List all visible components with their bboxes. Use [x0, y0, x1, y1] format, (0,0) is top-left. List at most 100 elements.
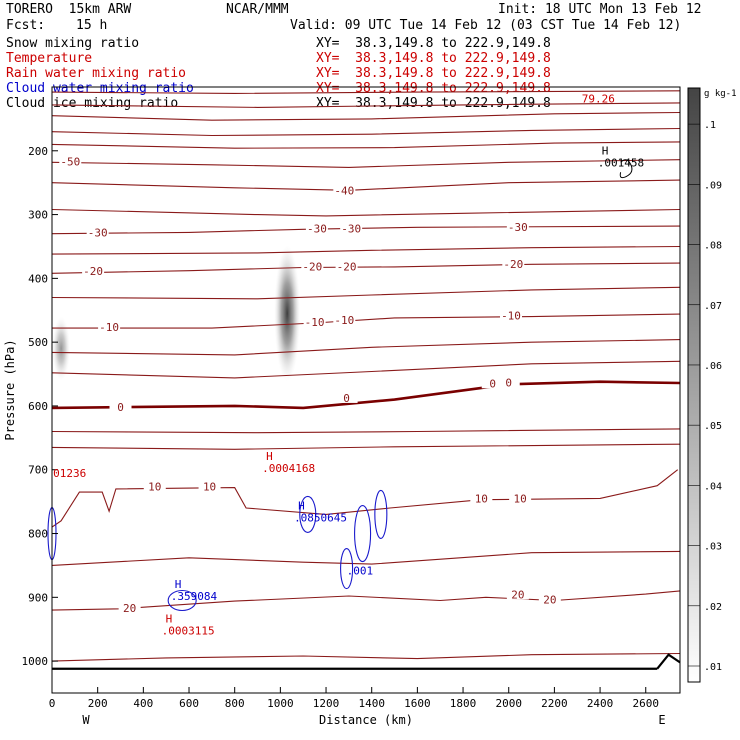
- snow-shading-core: [274, 245, 301, 382]
- cloud-water-contour: [299, 495, 317, 533]
- colorbar-tick-label: .02: [704, 602, 722, 613]
- label-bg: [470, 492, 493, 504]
- colorbar-tick-label: .08: [704, 241, 722, 252]
- temperature-label: 10: [514, 493, 527, 506]
- x-tick-label: 600: [179, 697, 199, 710]
- isotherm-line: [51, 469, 679, 528]
- isotherm-line: [51, 262, 681, 274]
- cloud-water-contour: [374, 489, 388, 539]
- field-xy-range: XY= 38.3,149.8 to 222.9,149.8: [316, 96, 551, 111]
- label-bg: [502, 257, 525, 269]
- y-axis-title: Pressure (hPa): [3, 339, 17, 440]
- label-bg: [335, 260, 358, 272]
- isotherm-line: [51, 428, 681, 434]
- x-tick-label: 2600: [632, 697, 659, 710]
- label-bg: [506, 588, 529, 600]
- temperature-label: -20: [337, 261, 357, 274]
- valid-time: Valid: 09 UTC Tue 14 Feb 12 (03 CST Tue …: [290, 18, 682, 33]
- colorbar-tick-label: .03: [704, 542, 722, 553]
- label-bg: [500, 309, 523, 321]
- label-bg: [118, 601, 141, 613]
- isotherm-line: [51, 339, 681, 356]
- label-bg: [481, 377, 504, 389]
- label-bg: [303, 316, 326, 328]
- init-time: Init: 18 UTC Mon 13 Feb 12: [498, 2, 702, 17]
- snow-shading-west: [52, 316, 71, 381]
- field-name: Snow mixing ratio: [6, 36, 140, 51]
- colorbar-tick-label: .01: [704, 662, 722, 673]
- isotherm-line: [51, 141, 681, 149]
- extremum-value: .359084: [171, 590, 218, 603]
- isotherm-line: [51, 208, 681, 217]
- field-name: Temperature: [6, 51, 93, 66]
- west-end-label: W: [82, 713, 90, 727]
- extremum-value: .001: [347, 565, 374, 578]
- axes: 0 200 400 600 800 1000 1200 1400 1600 1800 2000 220…: [3, 86, 681, 727]
- isotherm-line: [51, 360, 681, 379]
- label-bg: [305, 222, 328, 234]
- isotherm-line: [51, 245, 681, 255]
- colorbar-tick-label: .05: [704, 421, 722, 432]
- colorbar-unit: g kg-1: [704, 89, 737, 99]
- temperature-label: 10: [148, 481, 161, 494]
- x-tick-label: 1200: [313, 697, 340, 710]
- temperature-label: -30: [508, 221, 528, 234]
- label-bg: [333, 184, 356, 196]
- x-tick-label: 2000: [495, 697, 522, 710]
- extremum-value: .0004168: [262, 462, 315, 475]
- isotherm-line: [51, 443, 681, 450]
- extremum-value: .0850645: [294, 512, 347, 525]
- temperature-label: -10: [501, 310, 521, 323]
- temperature-label: 20: [123, 602, 136, 615]
- temperature-label: 10: [203, 481, 216, 494]
- label-bg: [497, 376, 520, 388]
- temperature-label: -40: [334, 185, 354, 198]
- temperature-label: -20: [302, 261, 322, 274]
- label-bg: [98, 321, 121, 333]
- isotherm-line: [51, 225, 681, 235]
- temperature-label: 0: [505, 377, 512, 390]
- label-bg: [506, 220, 529, 232]
- y-tick-label: 400: [28, 272, 48, 285]
- colorbar-tick-label: .07: [704, 301, 722, 312]
- label-bg: [335, 391, 358, 403]
- temperature-label: -20: [83, 265, 103, 278]
- colorbar-tick-label: .04: [704, 481, 722, 492]
- label-bg: [143, 480, 166, 492]
- isotherm-line: [51, 179, 681, 191]
- label-bg: [82, 264, 105, 276]
- temperature-label: -30: [341, 222, 361, 235]
- forecast-hour: 15 h: [76, 18, 108, 33]
- colorbar-tick-label: .1: [704, 120, 716, 131]
- colorbar-tick-label: .09: [704, 180, 722, 191]
- x-tick-label: 200: [88, 697, 108, 710]
- terrain-line: [656, 653, 681, 670]
- extremum-value: 79.26: [582, 92, 615, 105]
- x-axis-title: Distance (km): [319, 713, 413, 727]
- model-name: TORERO 15km ARW: [6, 2, 132, 17]
- label-bg: [109, 400, 132, 412]
- field-xy-range: XY= 38.3,149.8 to 222.9,149.8: [316, 66, 551, 81]
- label-bg: [86, 226, 109, 238]
- isotherm-line: [51, 590, 681, 611]
- isotherm-line: [51, 550, 681, 566]
- label-bg: [198, 480, 221, 492]
- temperature-label: 0: [343, 392, 350, 405]
- isotherm-line: [51, 111, 681, 121]
- x-tick-label: 1600: [404, 697, 431, 710]
- temperature-label: -10: [305, 316, 325, 329]
- snow-shading-layer: [52, 245, 301, 382]
- center-name: NCAR/MMM: [226, 2, 289, 17]
- colorbar-gradient: [687, 87, 701, 683]
- cloud-water-contour: [354, 504, 372, 563]
- extremum-value: .001458: [598, 156, 644, 169]
- y-tick-label: 700: [28, 464, 48, 477]
- x-tick-label: 800: [225, 697, 245, 710]
- y-tick-label: 500: [28, 336, 48, 349]
- label-bg: [59, 155, 82, 167]
- isotherm-line: [52, 313, 681, 329]
- extremum-value: 01236: [53, 467, 86, 480]
- y-tick-label: 900: [28, 591, 48, 604]
- field-xy-range: XY= 38.3,149.8 to 222.9,149.8: [316, 51, 551, 66]
